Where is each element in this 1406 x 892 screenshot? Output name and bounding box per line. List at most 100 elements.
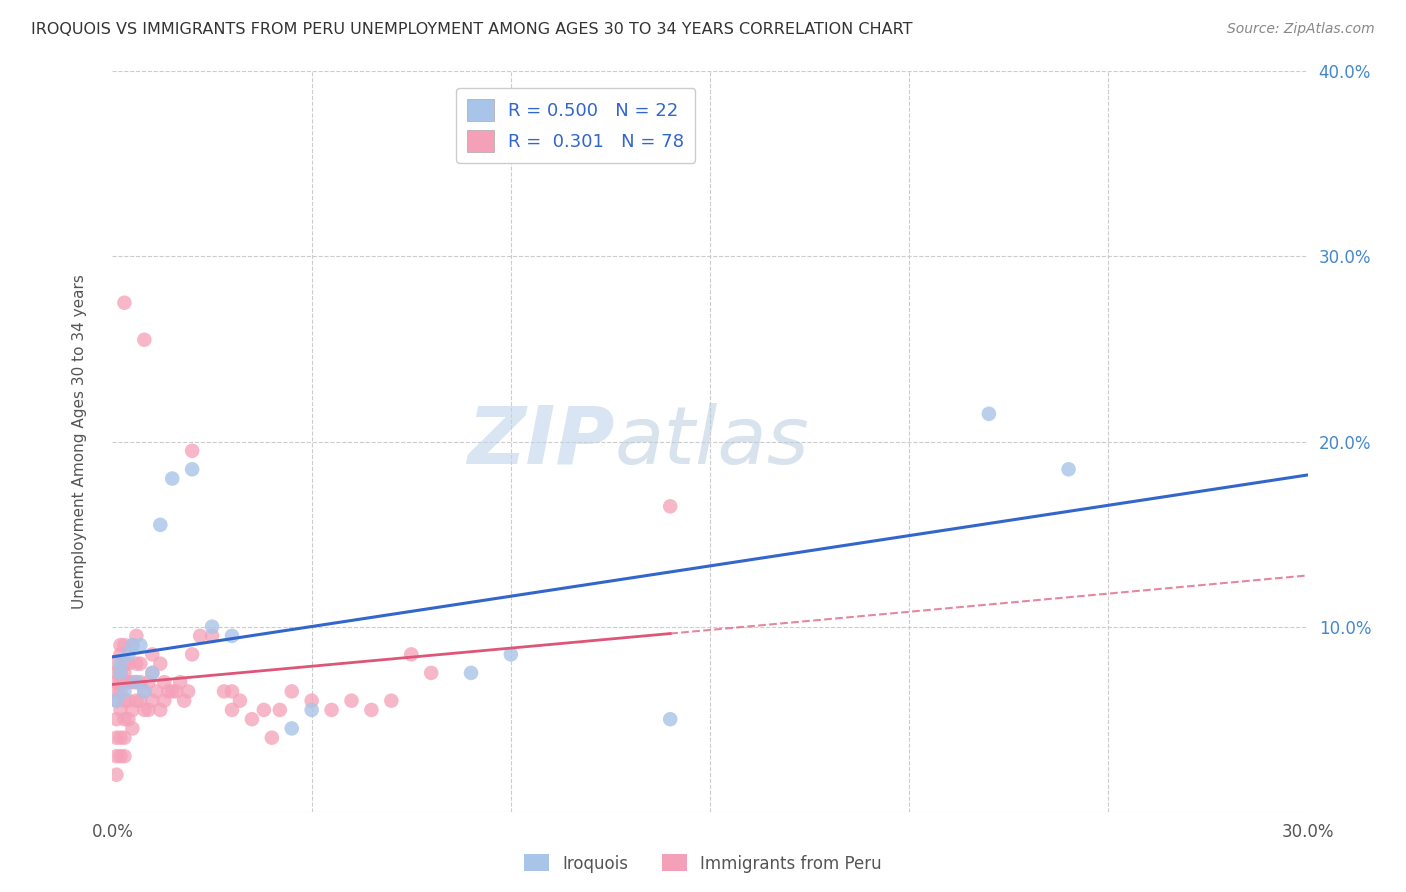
Point xyxy=(110,657,132,671)
Point xyxy=(221,703,243,717)
Point xyxy=(105,694,128,708)
Point xyxy=(360,703,382,717)
Point xyxy=(141,648,163,662)
Point xyxy=(659,500,682,514)
Point xyxy=(114,638,135,652)
Point xyxy=(121,675,143,690)
Point xyxy=(110,665,132,680)
Point xyxy=(129,694,152,708)
Point xyxy=(114,684,135,698)
Point xyxy=(181,462,204,476)
Text: atlas: atlas xyxy=(614,402,810,481)
Point xyxy=(121,638,143,652)
Point xyxy=(181,648,204,662)
Point xyxy=(114,675,135,690)
Point xyxy=(114,712,135,726)
Point xyxy=(105,694,128,708)
Point xyxy=(153,675,176,690)
Point xyxy=(117,694,139,708)
Point xyxy=(149,703,172,717)
Point xyxy=(321,703,343,717)
Point xyxy=(141,665,163,680)
Point xyxy=(117,712,139,726)
Legend: Iroquois, Immigrants from Peru: Iroquois, Immigrants from Peru xyxy=(517,847,889,880)
Point xyxy=(105,675,128,690)
Point xyxy=(110,638,132,652)
Point xyxy=(1057,462,1080,476)
Point xyxy=(145,684,167,698)
Point xyxy=(420,665,443,680)
Point xyxy=(173,694,195,708)
Point xyxy=(105,684,128,698)
Point xyxy=(659,712,682,726)
Point xyxy=(169,675,191,690)
Point xyxy=(105,665,128,680)
Point xyxy=(162,472,183,486)
Text: ZIP: ZIP xyxy=(467,402,614,481)
Point xyxy=(153,694,176,708)
Point xyxy=(138,703,160,717)
Point xyxy=(162,684,183,698)
Point xyxy=(114,657,135,671)
Point xyxy=(181,443,204,458)
Point xyxy=(114,749,135,764)
Point xyxy=(114,694,135,708)
Point xyxy=(129,675,152,690)
Point xyxy=(117,675,139,690)
Point xyxy=(129,638,152,652)
Point xyxy=(121,703,143,717)
Point xyxy=(134,684,156,698)
Point xyxy=(105,657,128,671)
Point xyxy=(125,629,148,643)
Point xyxy=(188,629,211,643)
Point xyxy=(177,684,200,698)
Point xyxy=(125,657,148,671)
Text: IROQUOIS VS IMMIGRANTS FROM PERU UNEMPLOYMENT AMONG AGES 30 TO 34 YEARS CORRELAT: IROQUOIS VS IMMIGRANTS FROM PERU UNEMPLO… xyxy=(31,22,912,37)
Point xyxy=(977,407,1000,421)
Point xyxy=(340,694,363,708)
Point xyxy=(134,684,156,698)
Point xyxy=(401,648,423,662)
Point xyxy=(380,694,402,708)
Point xyxy=(149,517,172,532)
Point xyxy=(301,703,323,717)
Point xyxy=(105,767,128,781)
Legend: R = 0.500   N = 22, R =  0.301   N = 78: R = 0.500 N = 22, R = 0.301 N = 78 xyxy=(456,87,696,162)
Point xyxy=(110,731,132,745)
Point xyxy=(117,657,139,671)
Point xyxy=(114,731,135,745)
Point xyxy=(281,722,304,736)
Point xyxy=(114,295,135,310)
Point xyxy=(301,694,323,708)
Point xyxy=(134,703,156,717)
Point xyxy=(201,629,224,643)
Point xyxy=(240,712,263,726)
Point xyxy=(110,684,132,698)
Point xyxy=(212,684,235,698)
Point xyxy=(165,684,187,698)
Point xyxy=(460,665,482,680)
Point xyxy=(269,703,291,717)
Point xyxy=(221,629,243,643)
Text: Source: ZipAtlas.com: Source: ZipAtlas.com xyxy=(1227,22,1375,37)
Point xyxy=(125,675,148,690)
Point xyxy=(134,333,156,347)
Point xyxy=(125,694,148,708)
Point xyxy=(110,648,132,662)
Point xyxy=(129,657,152,671)
Point xyxy=(110,675,132,690)
Point xyxy=(138,675,160,690)
Point xyxy=(281,684,304,698)
Point xyxy=(114,665,135,680)
Point xyxy=(201,619,224,633)
Point xyxy=(121,638,143,652)
Point xyxy=(121,722,143,736)
Point xyxy=(117,648,139,662)
Point xyxy=(149,657,172,671)
Point xyxy=(105,712,128,726)
Point xyxy=(253,703,276,717)
Point xyxy=(110,749,132,764)
Point xyxy=(221,684,243,698)
Point xyxy=(499,648,522,662)
Point xyxy=(105,731,128,745)
